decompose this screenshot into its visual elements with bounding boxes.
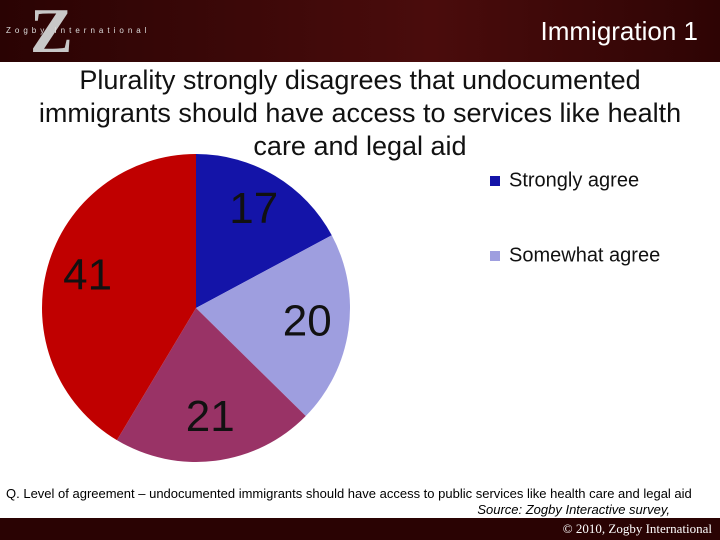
- source-note: Source: Zogby Interactive survey,: [477, 502, 670, 517]
- data-label: 41: [63, 251, 112, 300]
- pie-slice: [116, 308, 306, 463]
- pie-slice: [41, 154, 197, 441]
- header-bar: Z Zogby International Immigration 1: [0, 0, 720, 66]
- logo-text: Zogby International: [6, 26, 151, 35]
- pie-slice: [196, 235, 350, 417]
- chart-title: Plurality strongly disagrees that undocu…: [38, 65, 682, 161]
- data-label: 21: [186, 392, 235, 441]
- legend-swatch: [490, 251, 500, 261]
- data-label: 17: [229, 184, 278, 233]
- copyright: © 2010, Zogby International: [562, 521, 712, 536]
- legend-swatch: [490, 176, 500, 186]
- legend-label: Somewhat agree: [509, 244, 660, 266]
- pie-slice: [196, 154, 332, 308]
- slide-title: Immigration 1: [540, 16, 699, 46]
- legend-label: Strongly agree: [509, 169, 639, 191]
- logo-letter: Z: [30, 0, 73, 66]
- footer-bar: © 2010, Zogby International: [0, 518, 720, 540]
- data-label: 20: [283, 297, 332, 346]
- question-note: Q. Level of agreement – undocumented imm…: [6, 486, 692, 501]
